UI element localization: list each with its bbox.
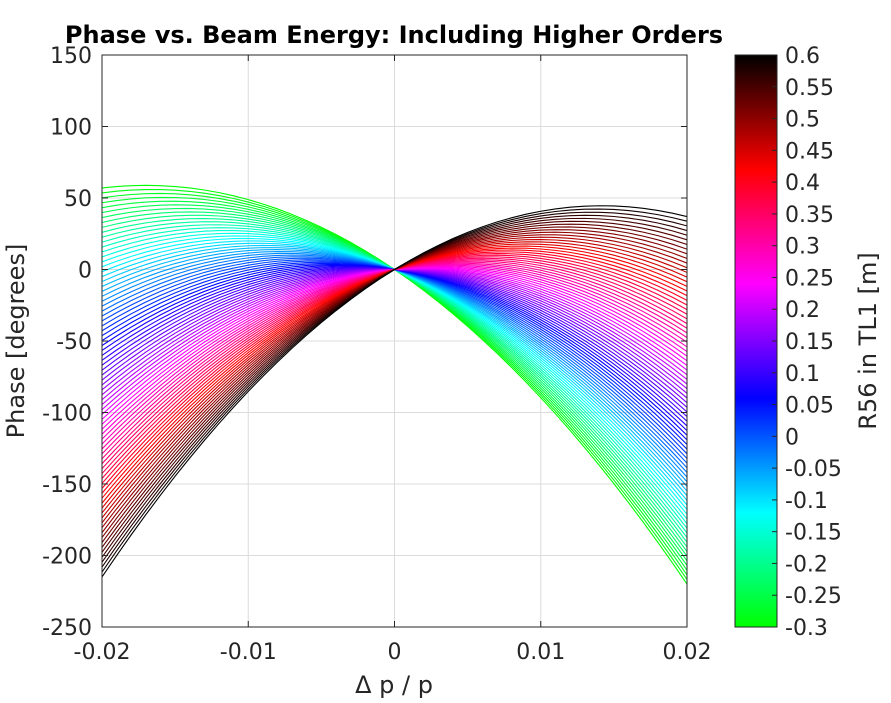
colorbar-tick-label: 0.15 [785, 330, 834, 355]
y-tick-label: -200 [42, 545, 92, 570]
axes: -0.02 -0.01 0 0.01 0.02 150 100 50 0 -50 -100 -150 -… [42, 44, 711, 665]
y-tick-label: -100 [42, 402, 92, 427]
y-axis-label: Phase [degrees] [2, 244, 30, 439]
y-tick-label: 100 [50, 116, 92, 141]
colorbar-tick-label: 0.45 [785, 139, 834, 164]
y-tick-label: -50 [56, 330, 92, 355]
colorbar-tick-label: -0.3 [785, 616, 828, 641]
y-tick-label: -150 [42, 473, 92, 498]
y-tick-label: 150 [50, 44, 92, 69]
colorbar-tick-label: 0.4 [785, 171, 820, 196]
colorbar-tick-label: 0.35 [785, 203, 834, 228]
chart-title: Phase vs. Beam Energy: Including Higher … [65, 21, 723, 49]
colorbar-tick-label: 0.3 [785, 235, 820, 260]
series-lines [102, 184, 687, 585]
colorbar-tick-label: 0.25 [785, 266, 834, 291]
colorbar-tick-label: -0.1 [785, 489, 828, 514]
x-tick-label: 0.01 [516, 640, 565, 665]
colorbar-tick-label: -0.05 [785, 457, 842, 482]
colorbar-tick-label: -0.2 [785, 552, 828, 577]
y-tick-label: -250 [42, 616, 92, 641]
colorbar-tick-label: 0.1 [785, 362, 820, 387]
colorbar-tick-label: 0.6 [785, 44, 820, 69]
y-tick-label: 50 [64, 187, 92, 212]
y-tick-label: 0 [78, 259, 92, 284]
colorbar-tick-label: 0.5 [785, 108, 820, 133]
x-tick-label: 0 [388, 640, 402, 665]
x-tick-label: -0.02 [74, 640, 131, 665]
colorbar-tick-label: 0.55 [785, 76, 834, 101]
x-axis-label: Δ p / p [355, 671, 433, 699]
colorbar-tick-label: 0.2 [785, 298, 820, 323]
colorbar [734, 54, 778, 628]
x-tick-label: -0.01 [220, 640, 277, 665]
colorbar-tick-label: 0 [785, 425, 799, 450]
x-tick-label: 0.02 [663, 640, 712, 665]
colorbar-tick-label: 0.05 [785, 394, 834, 419]
series-line [102, 205, 687, 578]
colorbar-tick-label: -0.25 [785, 584, 842, 609]
colorbar-label: R56 in TL1 [m] [854, 252, 882, 429]
colorbar-tick-label: -0.15 [785, 521, 842, 546]
colorbar-ticks: 0.6 0.55 0.5 0.45 0.4 0.35 0.3 0.25 0.2 0.15 0.1 0.… [772, 44, 842, 641]
